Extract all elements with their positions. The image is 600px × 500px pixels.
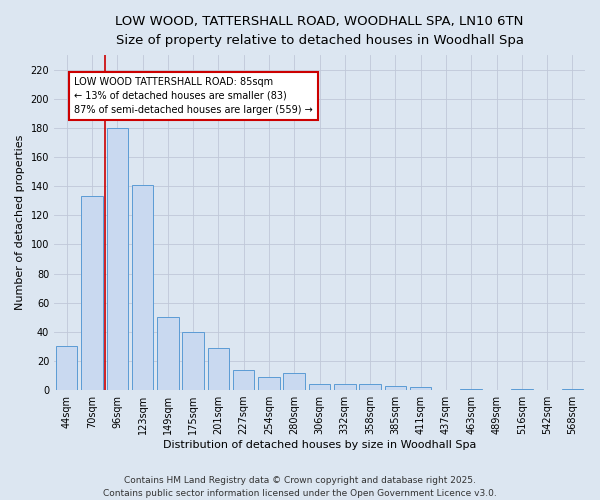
- Bar: [334, 384, 356, 390]
- Bar: [283, 372, 305, 390]
- Bar: [359, 384, 381, 390]
- Bar: [258, 377, 280, 390]
- Bar: [157, 318, 179, 390]
- Bar: [81, 196, 103, 390]
- Bar: [460, 388, 482, 390]
- Bar: [233, 370, 254, 390]
- Y-axis label: Number of detached properties: Number of detached properties: [15, 135, 25, 310]
- Bar: [309, 384, 330, 390]
- Bar: [562, 388, 583, 390]
- Bar: [56, 346, 77, 390]
- Text: Contains HM Land Registry data © Crown copyright and database right 2025.
Contai: Contains HM Land Registry data © Crown c…: [103, 476, 497, 498]
- Bar: [107, 128, 128, 390]
- Bar: [208, 348, 229, 390]
- Bar: [132, 184, 153, 390]
- Bar: [511, 388, 533, 390]
- X-axis label: Distribution of detached houses by size in Woodhall Spa: Distribution of detached houses by size …: [163, 440, 476, 450]
- Bar: [385, 386, 406, 390]
- Bar: [182, 332, 204, 390]
- Bar: [410, 387, 431, 390]
- Text: LOW WOOD TATTERSHALL ROAD: 85sqm
← 13% of detached houses are smaller (83)
87% o: LOW WOOD TATTERSHALL ROAD: 85sqm ← 13% o…: [74, 77, 313, 115]
- Title: LOW WOOD, TATTERSHALL ROAD, WOODHALL SPA, LN10 6TN
Size of property relative to : LOW WOOD, TATTERSHALL ROAD, WOODHALL SPA…: [115, 15, 524, 47]
